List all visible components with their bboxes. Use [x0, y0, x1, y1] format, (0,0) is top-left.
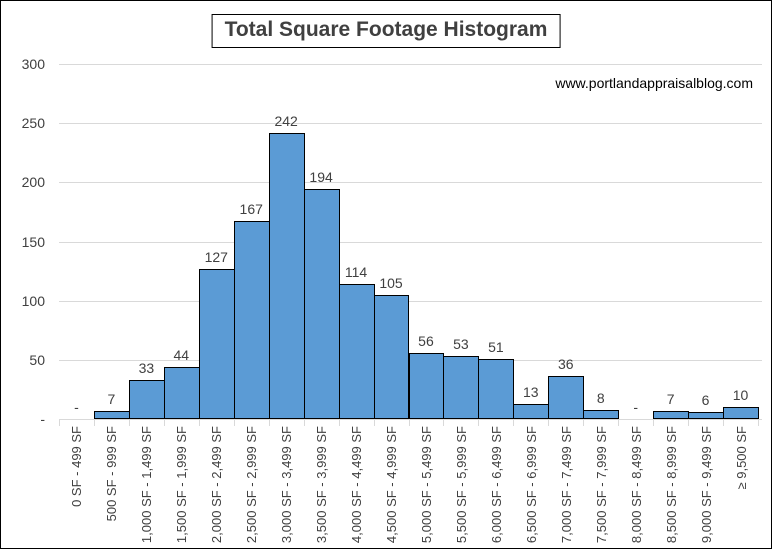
bar-value-label: 7 [666, 390, 675, 407]
histogram-bar [583, 409, 620, 419]
histogram-bar [303, 189, 340, 419]
histogram-bar [338, 284, 375, 419]
histogram-bar [198, 268, 235, 419]
histogram-bar [408, 352, 445, 419]
x-axis-tick [373, 420, 375, 426]
bar-value-label: 167 [239, 201, 263, 218]
histogram-bar [128, 379, 165, 419]
histogram-bar [513, 403, 550, 419]
x-axis-tick [408, 420, 410, 426]
x-axis-label: 1,500 SF - 1,999 SF [174, 426, 190, 544]
x-axis-tick [618, 420, 620, 426]
histogram-bar [723, 407, 759, 419]
gridline [59, 182, 762, 184]
histogram-bar [373, 294, 410, 419]
gridline [59, 64, 762, 65]
histogram-bar [653, 410, 690, 419]
bar-value-label: 51 [488, 338, 504, 355]
x-axis-label: 0 SF - 499 SF [69, 426, 85, 507]
x-axis-tick [128, 420, 130, 426]
y-axis-label: - [40, 411, 45, 427]
x-axis-label: 8,000 SF - 8,499 SF [628, 426, 644, 544]
bar-value-label: 10 [732, 387, 749, 404]
histogram-bar [478, 358, 515, 419]
bar-value-label: 127 [204, 248, 228, 265]
y-axis-label: 200 [21, 174, 45, 191]
histogram-bar [548, 376, 585, 419]
y-axis-label: 250 [21, 115, 45, 132]
bar-value-label: 8 [596, 389, 605, 406]
y-axis-label: 100 [21, 292, 45, 309]
gridline [59, 300, 762, 302]
x-axis-tick [583, 420, 585, 426]
y-axis-label: 50 [29, 351, 45, 368]
y-axis-label: 150 [21, 233, 45, 250]
x-axis-label: 5,000 SF - 5,499 SF [418, 426, 434, 544]
histogram-bar [93, 410, 130, 419]
x-axis-label: 4,500 SF - 4,999 SF [384, 426, 400, 544]
x-axis-label: 7,500 SF - 7,999 SF [593, 426, 609, 544]
bar-value-label: 242 [274, 112, 298, 129]
bar-value-label: - [633, 399, 638, 415]
histogram-bar [268, 132, 305, 419]
bar-value-label: 33 [138, 359, 155, 376]
x-axis-tick [268, 420, 270, 426]
x-axis-label: 1,000 SF - 1,499 SF [139, 426, 155, 544]
bar-value-label: - [74, 399, 79, 415]
bar-value-label: 53 [453, 336, 469, 353]
x-axis-label: 9,000 SF - 9,499 SF [698, 426, 714, 544]
x-axis-tick [338, 420, 340, 426]
x-axis-tick [198, 420, 200, 426]
x-axis-tick [653, 420, 655, 426]
x-axis-tick [758, 420, 759, 426]
bar-value-label: 7 [107, 390, 116, 407]
histogram-bar [443, 356, 480, 419]
x-axis-label: 2,000 SF - 2,499 SF [209, 426, 225, 544]
x-axis-label: 8,500 SF - 8,999 SF [663, 426, 679, 544]
histogram-bar [233, 221, 270, 419]
x-axis-tick [478, 420, 480, 426]
bar-value-label: 44 [173, 346, 190, 363]
x-axis-line [59, 419, 762, 420]
x-axis-label: 5,500 SF - 5,999 SF [453, 426, 469, 544]
x-axis-tick [233, 420, 235, 426]
x-axis-label: 4,000 SF - 4,499 SF [349, 426, 365, 544]
bar-value-label: 13 [523, 383, 539, 400]
x-axis-label: 2,500 SF - 2,999 SF [244, 426, 260, 544]
x-axis-label: 6,000 SF - 6,499 SF [488, 426, 504, 544]
x-axis-label: 3,500 SF - 3,999 SF [314, 426, 330, 544]
gridline [59, 123, 762, 125]
bar-value-label: 105 [379, 274, 403, 291]
x-axis-label: 500 SF - 999 SF [104, 426, 120, 522]
x-axis-tick [303, 420, 305, 426]
bar-value-label: 194 [309, 169, 333, 186]
x-axis-tick [513, 420, 515, 426]
histogram-bar [163, 366, 200, 419]
chart-title: Total Square Footage Histogram [211, 14, 561, 48]
x-axis-tick [59, 420, 60, 426]
x-axis-label: 3,000 SF - 3,499 SF [279, 426, 295, 544]
x-axis-label: ≥ 9,500 SF [733, 426, 749, 490]
gridline [59, 241, 762, 243]
x-axis-tick [163, 420, 165, 426]
x-axis-tick [723, 420, 725, 426]
y-axis-label: 300 [21, 56, 45, 72]
x-axis-tick [443, 420, 445, 426]
x-axis-label: 7,000 SF - 7,499 SF [558, 426, 574, 544]
bar-value-label: 56 [418, 332, 434, 349]
bar-value-label: 6 [701, 391, 710, 408]
histogram-bar [688, 411, 725, 419]
x-axis-label: 6,500 SF - 6,999 SF [523, 426, 539, 544]
x-axis-tick [548, 420, 550, 426]
watermark-url: www.portlandappraisalblog.com [555, 75, 753, 91]
bar-value-label: 36 [557, 356, 574, 373]
x-axis-tick [688, 420, 690, 426]
x-axis-tick [93, 420, 95, 426]
bar-value-label: 114 [344, 264, 368, 281]
